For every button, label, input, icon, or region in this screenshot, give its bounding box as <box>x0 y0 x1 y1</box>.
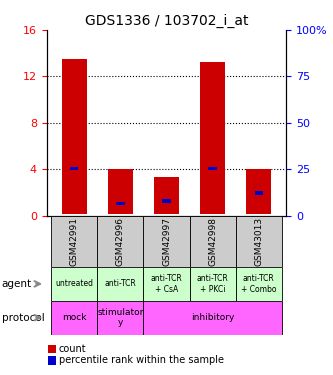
Bar <box>51 216 97 267</box>
Text: anti-TCR
+ CsA: anti-TCR + CsA <box>151 274 182 294</box>
Text: mock: mock <box>62 313 87 322</box>
Bar <box>70 167 79 170</box>
Bar <box>48 345 56 353</box>
Bar <box>51 267 97 301</box>
Bar <box>62 59 87 214</box>
Text: GSM42996: GSM42996 <box>116 217 125 266</box>
Bar <box>97 216 144 267</box>
Text: GSM42998: GSM42998 <box>208 217 217 266</box>
Bar <box>108 169 133 214</box>
Bar <box>246 169 271 214</box>
Bar <box>144 267 189 301</box>
Bar <box>97 267 144 301</box>
Text: GSM43013: GSM43013 <box>254 217 263 266</box>
Bar <box>51 301 97 334</box>
Text: protocol: protocol <box>2 313 44 322</box>
Bar <box>236 216 282 267</box>
Bar <box>163 200 170 203</box>
Text: GSM42997: GSM42997 <box>162 217 171 266</box>
Text: percentile rank within the sample: percentile rank within the sample <box>59 356 223 365</box>
Bar <box>200 63 225 214</box>
Bar <box>116 202 125 205</box>
Title: GDS1336 / 103702_i_at: GDS1336 / 103702_i_at <box>85 13 248 28</box>
Bar <box>254 191 263 195</box>
Bar <box>189 267 236 301</box>
Text: anti-TCR: anti-TCR <box>105 279 136 288</box>
Bar <box>48 356 56 364</box>
Text: count: count <box>59 344 86 354</box>
Text: inhibitory: inhibitory <box>191 313 234 322</box>
Text: anti-TCR
+ Combo: anti-TCR + Combo <box>241 274 276 294</box>
Bar <box>189 216 236 267</box>
Bar <box>144 216 189 267</box>
Text: anti-TCR
+ PKCi: anti-TCR + PKCi <box>197 274 228 294</box>
Bar <box>154 177 179 214</box>
Bar <box>236 267 282 301</box>
Text: untreated: untreated <box>55 279 93 288</box>
Bar <box>144 301 282 334</box>
Text: stimulator
y: stimulator y <box>97 308 144 327</box>
Text: GSM42991: GSM42991 <box>70 217 79 266</box>
Text: agent: agent <box>2 279 32 289</box>
Bar <box>208 167 217 170</box>
Bar <box>97 301 144 334</box>
